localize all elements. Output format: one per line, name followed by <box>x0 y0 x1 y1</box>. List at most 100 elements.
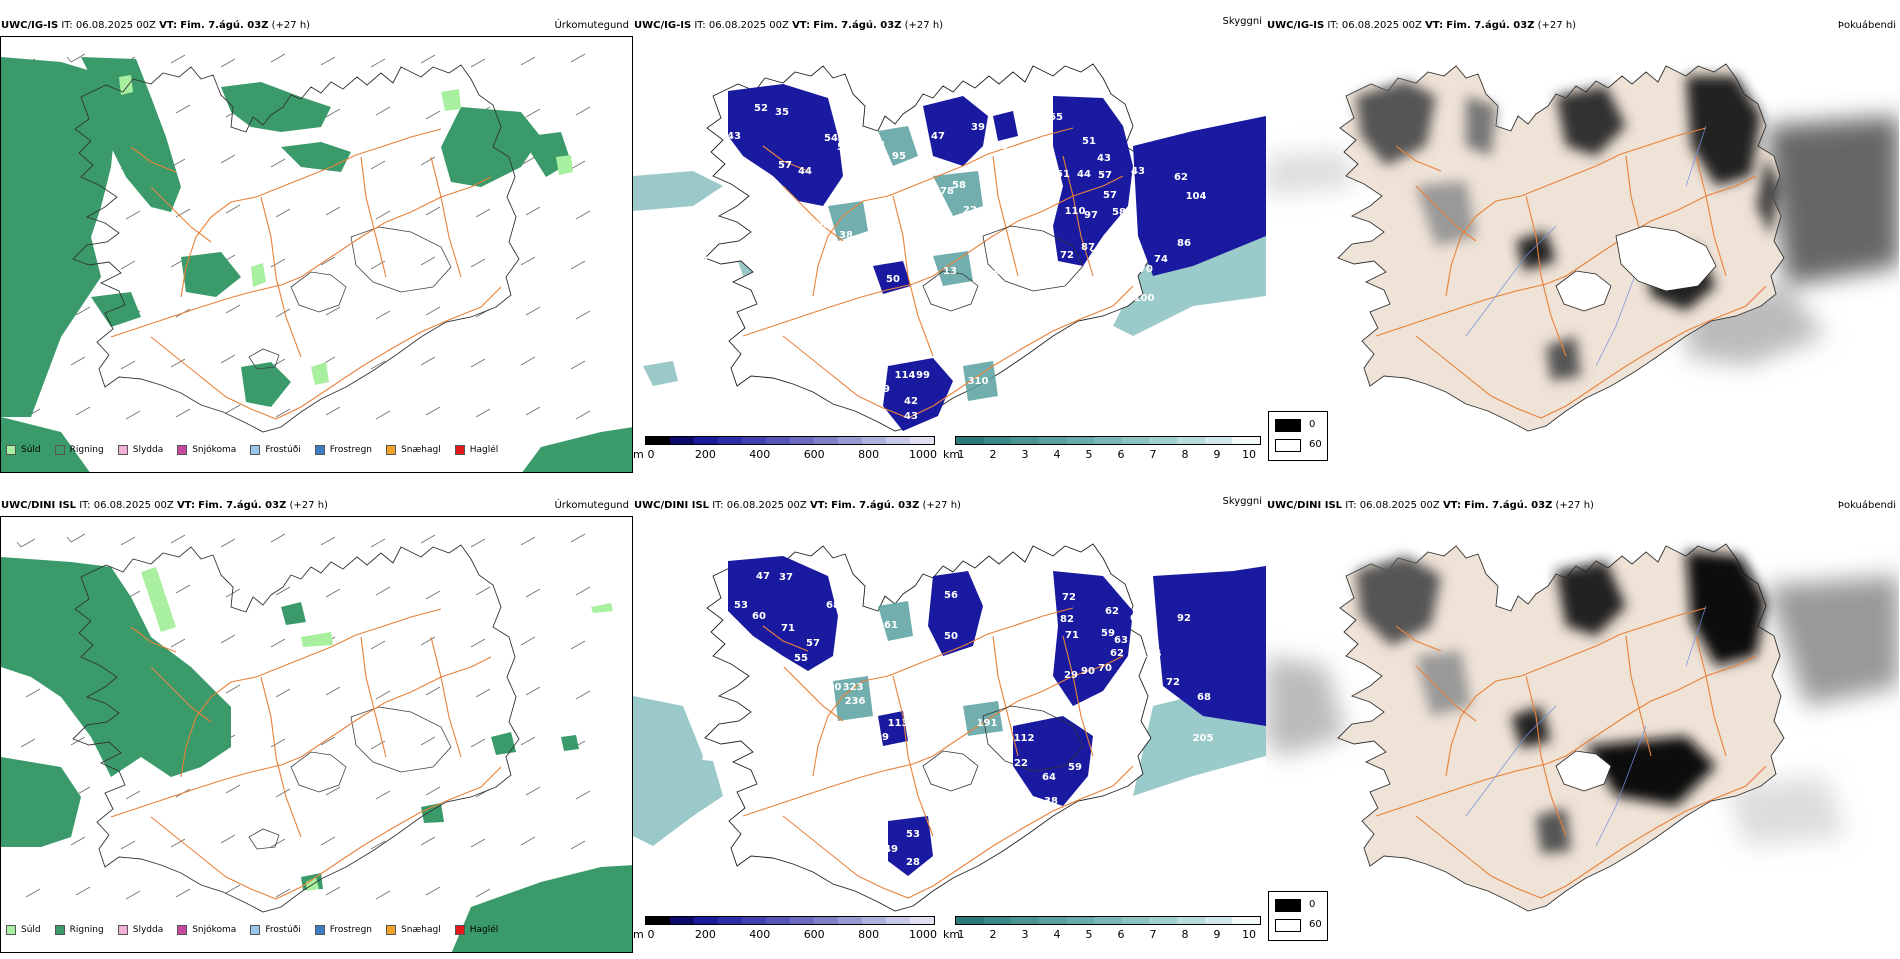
colorbar-cell <box>742 437 766 444</box>
ceiling-label: 44 <box>1077 169 1091 180</box>
precip-legend-item: Snjókoma <box>177 445 236 455</box>
ceiling-label: 53 <box>906 829 920 840</box>
visibility-panel: UWC/DINI ISL IT: 06.08.2025 00Z VT: Fim.… <box>633 494 1266 959</box>
ceiling-label: 59 <box>1068 762 1082 773</box>
colorbar-tick: 0 <box>647 448 655 461</box>
legend-swatch <box>54 925 65 935</box>
colorbar-tick: 9 <box>1213 448 1221 461</box>
ceiling-label: 61 <box>884 620 898 631</box>
ceiling-label: 62 <box>1105 606 1119 617</box>
ceiling-label: 22 <box>963 205 977 216</box>
ceiling-label: 57 <box>1103 190 1117 201</box>
legend-label: Frostúði <box>265 445 301 455</box>
ceiling-label: 39 <box>971 122 985 133</box>
fog-map <box>1266 516 1899 953</box>
init-time: IT: 06.08.2025 00Z <box>79 500 174 511</box>
precip-type-panel: UWC/IG-IS IT: 06.08.2025 00Z VT: Fim. 7.… <box>0 14 633 479</box>
precip-legend-item: Rigning <box>54 445 104 455</box>
ceiling-label: 49 <box>1012 208 1026 219</box>
colorbar-cell <box>1066 917 1095 924</box>
fog-legend-swatch <box>1275 899 1301 912</box>
ceiling-label: 112 <box>1014 733 1035 744</box>
colorbar-cell <box>1094 437 1122 444</box>
legend-swatch <box>177 445 188 455</box>
ceiling-label: 90 <box>1081 666 1095 677</box>
ceiling-label: 70 <box>1139 264 1153 275</box>
colorbar-cell <box>1204 437 1233 444</box>
fog-legend-label: 60 <box>1309 919 1322 930</box>
ceiling-label: 110 <box>1065 206 1086 217</box>
lead-time: (+27 h) <box>922 500 961 511</box>
colorbar-cell <box>790 437 814 444</box>
visibility-map: 47 37 53 60 68 71 57 55 69 700 323 236 61 56 50 51 72 62 6… <box>633 516 1266 953</box>
colorbar-strip <box>955 916 1261 925</box>
precip-legend-item: Snæhagl <box>386 925 441 935</box>
fog-land-shading <box>1356 551 1766 854</box>
colorbar-cell <box>646 437 670 444</box>
legend-label: Haglél <box>469 925 499 935</box>
ceiling-label: 42 <box>904 396 918 407</box>
legend-label: Snæhagl <box>401 925 441 935</box>
lead-time: (+27 h) <box>1537 20 1577 31</box>
precip-legend-item: Haglél <box>454 445 498 455</box>
ceiling-label: 88 <box>871 140 885 151</box>
precip-map <box>0 516 633 953</box>
ceiling-label: 62 <box>1174 172 1188 183</box>
valid-label: VT: <box>159 20 178 31</box>
colorbar-cell <box>838 437 862 444</box>
ceiling-label: 65 <box>1130 613 1144 624</box>
colorbar-tick: 1 <box>957 928 965 941</box>
ceiling-label: 28 <box>906 857 920 868</box>
colorbar-cell <box>718 437 742 444</box>
precip-legend-item: Frostregn <box>314 925 372 935</box>
ceiling-label: 38 <box>1044 796 1058 807</box>
colorbar-cell <box>1011 437 1039 444</box>
colorbar-tick: 400 <box>749 448 771 461</box>
colorbar-cell <box>838 917 862 924</box>
colorbar-tick: 10 <box>1242 928 1256 941</box>
colorbar-tick: 400 <box>749 928 771 941</box>
colorbar-cell <box>1149 437 1178 444</box>
ceiling-label: 86 <box>1177 238 1191 249</box>
ceiling-label: 97 <box>1084 210 1098 221</box>
drizzle-areas <box>119 75 573 385</box>
colorbar-tick: 10 <box>1242 448 1256 461</box>
legend-label: Snjókoma <box>192 925 237 935</box>
valid-time: Fim. 7.ágú. 03Z <box>198 500 287 511</box>
visibility-shading <box>828 126 998 401</box>
precip-legend-item: Snjókoma <box>177 925 236 935</box>
fog-legend-swatch <box>1275 919 1301 932</box>
ceiling-label: 98 <box>1142 632 1156 643</box>
colorbar-cell <box>694 437 718 444</box>
legend-swatch <box>117 445 128 455</box>
colorbar-cell <box>1094 917 1122 924</box>
model-name: UWC/DINI ISL <box>634 500 710 511</box>
ceiling-label: 59 <box>1101 628 1115 639</box>
colorbar-strip <box>645 916 935 925</box>
colorbar-cell <box>790 917 814 924</box>
ceiling-label: 56 <box>944 590 958 601</box>
ceiling-label: 57 <box>1098 170 1112 181</box>
valid-label: VT: <box>792 20 811 31</box>
model-name: UWC/DINI ISL <box>1 500 77 511</box>
ceiling-label: 58 <box>952 180 966 191</box>
ceiling-label: 51 <box>1056 169 1070 180</box>
legend-swatch <box>177 925 188 935</box>
legend-swatch <box>6 925 16 935</box>
ceiling-labels: 47 37 53 60 68 71 57 55 69 700 323 236 61 56 50 51 72 62 6… <box>734 571 1213 868</box>
lead-time: (+27 h) <box>271 20 311 31</box>
ceiling-label: 43 <box>1131 166 1145 177</box>
ceiling-label: 113 <box>888 718 909 729</box>
colorbar-tick: 2 <box>989 448 997 461</box>
precip-legend-item: Slydda <box>117 445 163 455</box>
lead-time: (+27 h) <box>1555 500 1594 511</box>
legend-label: Súld <box>21 925 41 935</box>
colorbar-tick: 4 <box>1053 928 1061 941</box>
ceiling-label: 44 <box>798 166 812 177</box>
fog-indicator-panel: UWC/DINI ISL IT: 06.08.2025 00Z VT: Fim.… <box>1266 494 1900 959</box>
colorbar-cell <box>983 437 1012 444</box>
ceiling-label: 310 <box>968 376 989 387</box>
colorbar-cell <box>1121 437 1150 444</box>
valid-label: VT: <box>176 500 195 511</box>
ceiling-label: 68 <box>1197 692 1211 703</box>
